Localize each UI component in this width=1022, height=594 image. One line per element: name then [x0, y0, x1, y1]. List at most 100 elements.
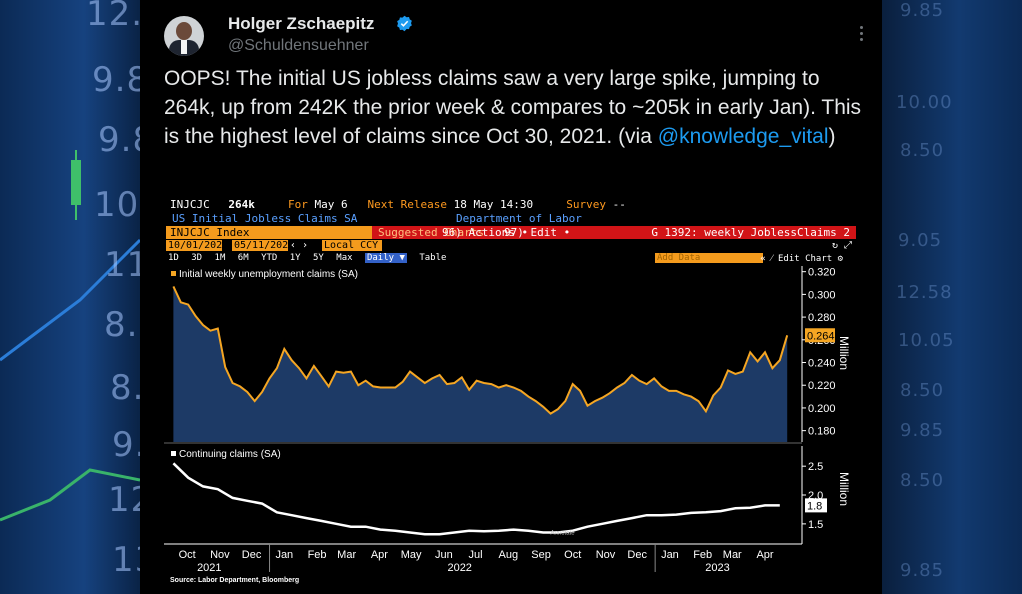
period-max[interactable]: Max — [336, 253, 353, 263]
legend-swatch-bottom — [171, 451, 176, 456]
background-number: 9.85 — [900, 0, 945, 21]
index-field[interactable]: INJCJC Index — [166, 226, 372, 239]
currency-field[interactable]: Local CCY — [322, 240, 382, 251]
command-bar: INJCJC Index Suggested Charts 96) Action… — [166, 226, 856, 239]
background-number: 9.8 — [92, 60, 140, 100]
last-value-label-bottom: 1.8 — [807, 500, 822, 512]
background-number: 9. — [112, 425, 140, 465]
ticker: INJCJC — [170, 198, 210, 211]
period-5y[interactable]: 5Y — [313, 253, 324, 263]
background-number: 8.50 — [900, 380, 945, 401]
x-tick-label: Feb — [308, 549, 327, 561]
background-number: 8. — [110, 368, 140, 408]
y-tick-label-bottom: 2.5 — [808, 461, 823, 473]
avatar-head — [176, 22, 192, 40]
date-range-row: 10/01/2021 05/11/2023 ‹ › Local CCY ↻ ⤢ — [166, 240, 856, 252]
y-tick-label-top: 0.320 — [808, 267, 836, 279]
edit-menu[interactable]: 97) Edit • — [504, 226, 571, 239]
x-year-label: 2023 — [705, 562, 729, 574]
y-tick-label-top: 0.300 — [808, 289, 836, 301]
department: Department of Labor — [456, 212, 582, 225]
x-tick-label: Mar — [723, 549, 742, 561]
x-tick-label: Oct — [564, 549, 581, 561]
annotation-label: Annotate — [551, 530, 576, 536]
add-data-field[interactable]: Add Data — [655, 253, 763, 263]
last-value-label-top: 0.264 — [807, 330, 835, 342]
period-3d[interactable]: 3D — [191, 253, 203, 263]
tweet-text: OOPS! The initial US jobless claims saw … — [164, 64, 864, 151]
date-nav-arrows[interactable]: ‹ › — [290, 240, 309, 251]
initial-claims-area — [173, 286, 788, 442]
period-1m[interactable]: 1M — [214, 253, 226, 263]
table-button[interactable]: Table — [419, 253, 447, 263]
series-title: US Initial Jobless Claims SA — [172, 212, 358, 225]
series-title-row: US Initial Jobless Claims SA Department … — [172, 212, 582, 225]
graph-title: G 1392: weekly JoblessClaims 2 — [651, 226, 850, 239]
x-tick-label: Feb — [693, 549, 712, 561]
next-release-value: 18 May 14:30 — [453, 198, 534, 211]
last-value-badge-bottom — [805, 498, 827, 513]
background-number: 8.50 — [900, 470, 945, 491]
y-axis-title-top: Million — [837, 336, 851, 370]
x-tick-label: Sep — [531, 549, 551, 561]
background-number: 13 — [112, 540, 140, 580]
more-options-icon[interactable] — [860, 26, 864, 42]
y-tick-label-bottom: 1.5 — [808, 519, 823, 531]
x-tick-label: May — [401, 549, 422, 561]
x-tick-label: Dec — [242, 549, 262, 561]
terminal-header-row: INJCJC 264k For May 6 Next Release 18 Ma… — [170, 198, 626, 212]
background-number: 10. — [94, 185, 140, 225]
y-tick-label-top: 0.220 — [808, 380, 836, 392]
x-tick-label: Jan — [275, 549, 293, 561]
x-tick-label: Jul — [469, 549, 483, 561]
background-number: 9.05 — [898, 230, 943, 251]
y-tick-label-top: 0.280 — [808, 312, 836, 324]
x-year-label: 2021 — [197, 562, 221, 574]
actions-menu[interactable]: 96) Actions • — [442, 226, 529, 239]
y-tick-label-top: 0.180 — [808, 426, 836, 438]
bloomberg-chart-image[interactable]: INJCJC 264k For May 6 Next Release 18 Ma… — [164, 196, 858, 588]
x-tick-label: Jan — [661, 549, 679, 561]
period-1y[interactable]: 1Y — [289, 253, 301, 263]
x-tick-label: Oct — [179, 549, 196, 561]
mention-link[interactable]: @knowledge_vital — [657, 125, 829, 148]
x-tick-label: Jun — [435, 549, 453, 561]
start-date-field[interactable]: 10/01/2021 — [166, 240, 229, 251]
y-tick-label-top: 0.240 — [808, 358, 836, 370]
x-tick-label: Apr — [371, 549, 388, 561]
for-label: For — [288, 198, 308, 211]
x-tick-label: Mar — [337, 549, 356, 561]
background-number: 11. — [104, 245, 140, 285]
background-trend-line — [0, 238, 140, 522]
x-tick-label: Dec — [627, 549, 647, 561]
chart-canvas: 0.3200.3000.2800.2600.2400.2200.2000.180… — [164, 266, 851, 574]
period-ytd[interactable]: YTD — [261, 253, 278, 263]
background-number: 9.85 — [900, 420, 945, 441]
legend-swatch-top — [171, 271, 176, 276]
for-value: May 6 — [314, 198, 348, 211]
background-number: 10.05 — [898, 330, 955, 351]
frequency-dropdown[interactable]: Daily ▼ — [364, 253, 407, 263]
background-number: 10.00 — [896, 92, 953, 113]
end-date-field[interactable]: 05/11/2023 — [232, 240, 295, 251]
background-number: 9.8 — [98, 120, 140, 160]
avatar[interactable] — [164, 16, 204, 56]
avatar-shirt — [181, 40, 187, 54]
author-name[interactable]: Holger Zschaepitz — [228, 14, 375, 33]
background-number: 12.58 — [896, 282, 953, 303]
background-left: 12.5 9.8 9.8 10. 11. 8. 8. 9. 12 13 — [0, 0, 140, 594]
background-number: 12.5 — [86, 0, 140, 34]
tweet-body-text: OOPS! The initial US jobless claims saw … — [164, 67, 862, 148]
suggested-charts-button[interactable]: Suggested Charts — [378, 226, 484, 239]
author-handle[interactable]: @Schuldensuehner — [228, 37, 369, 54]
refresh-icon[interactable]: ↻ ⤢ — [831, 240, 852, 251]
verified-badge-icon — [397, 15, 412, 32]
ticker-value: 264k — [228, 198, 255, 211]
period-1d[interactable]: 1D — [168, 253, 179, 263]
x-tick-label: Nov — [210, 549, 230, 561]
period-toolbar: 1D 3D 1M 6M YTD 1Y 5Y Max Daily ▼ Table … — [168, 253, 856, 265]
edit-chart-tools[interactable]: « ⁄ Edit Chart ⚙ — [760, 254, 843, 264]
period-6m[interactable]: 6M — [237, 253, 249, 263]
initial-claims-line — [172, 285, 789, 415]
legend-label-top: Initial weekly unemployment claims (SA) — [179, 269, 358, 280]
